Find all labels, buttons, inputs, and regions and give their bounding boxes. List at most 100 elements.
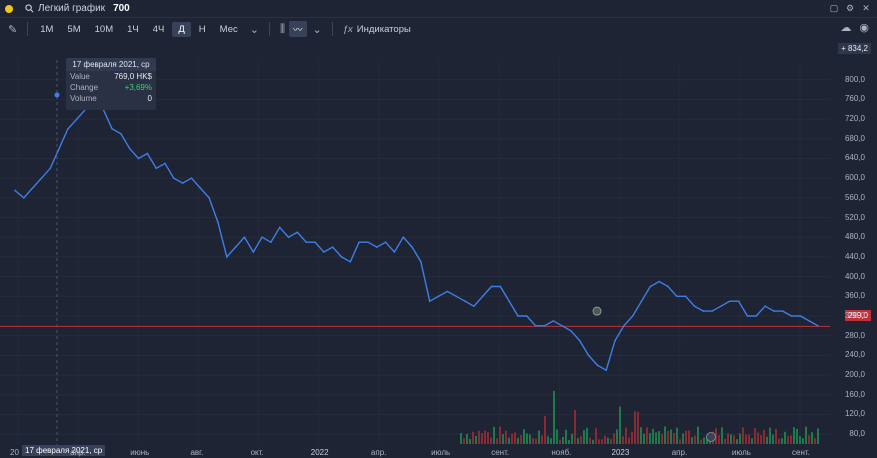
volume-bar (472, 431, 474, 444)
event-marker-icon[interactable] (592, 306, 602, 316)
data-point (817, 325, 819, 327)
volume-bar (721, 427, 723, 444)
volume-bar (643, 433, 645, 444)
data-point (393, 251, 396, 253)
hover-marker (54, 92, 60, 98)
x-tick-label: апр. (671, 448, 688, 457)
draw-pencil-icon[interactable]: ✎ (8, 23, 18, 36)
indicators-button[interactable]: ƒx Индикаторы (343, 24, 411, 35)
data-point (693, 305, 696, 307)
chevron-down-icon[interactable]: ⌄ (249, 23, 259, 36)
line-chart-icon[interactable]: 〰 (289, 21, 307, 37)
data-point (314, 241, 316, 243)
period-4h[interactable]: 4Ч (152, 23, 165, 35)
data-point (728, 300, 731, 303)
tooltip-date: 17 февраля 2021, ср (66, 58, 156, 71)
data-point (561, 325, 563, 327)
chevron-down-icon[interactable]: ⌄ (312, 23, 322, 36)
volume-bar (586, 427, 588, 444)
y-tick-label: 440,0 (844, 251, 865, 261)
volume-bar (556, 429, 558, 444)
max-price-value: 834,2 (847, 44, 868, 53)
data-point (331, 246, 334, 248)
symbol-search[interactable]: Легкий график 700 (25, 3, 130, 14)
data-point (526, 315, 528, 317)
data-point (578, 339, 581, 342)
data-point (111, 128, 113, 130)
top-bar: Легкий график 700 ▢ ⚙ ✕ (0, 0, 877, 18)
volume-bar (676, 427, 678, 444)
period-month[interactable]: Мес (219, 23, 238, 35)
window-icon[interactable]: ▢ (829, 3, 839, 13)
volume-bar (787, 436, 789, 444)
data-point (270, 241, 272, 243)
period-10m[interactable]: 10М (94, 23, 114, 35)
search-icon (25, 4, 34, 13)
y-tick-label: 160,0 (844, 389, 865, 399)
period-5m[interactable]: 5М (67, 23, 81, 35)
data-point (428, 300, 431, 303)
data-point (455, 295, 458, 298)
period-1m[interactable]: 1М (40, 23, 54, 35)
data-point (808, 320, 810, 322)
data-point (490, 285, 493, 288)
data-point (190, 177, 193, 179)
volume-bar (463, 438, 465, 444)
volume-bar (478, 430, 480, 444)
snapshot-icon[interactable]: ◉ (859, 22, 869, 34)
volume-bar (658, 431, 660, 444)
volume-bar (691, 437, 693, 444)
volume-bar (514, 432, 516, 444)
volume-bar (634, 411, 636, 444)
y-tick-label: 360,0 (844, 291, 865, 301)
candlestick-icon[interactable]: ⫼ (279, 22, 286, 35)
data-point (464, 300, 466, 303)
volume-bar (541, 435, 543, 444)
chart-toolbar: ✎ 1М 5М 10М 1Ч 4Ч Д Н Мес ⌄ ⫼ 〰 ⌄ ƒx Инд… (0, 18, 877, 40)
volume-bar (499, 426, 501, 444)
data-point (658, 280, 660, 283)
volume-bar (526, 433, 528, 444)
volume-bar (724, 438, 726, 444)
volume-bar (706, 436, 708, 444)
volume-bar (607, 437, 609, 444)
data-point (720, 305, 722, 307)
volume-bar (736, 439, 738, 444)
max-price-label[interactable]: + 834,2 (838, 43, 871, 54)
data-point (799, 315, 802, 317)
volume-bar (811, 432, 813, 444)
volume-bar (487, 432, 489, 444)
data-point (58, 147, 60, 150)
data-point (146, 152, 149, 155)
volume-bar (790, 435, 792, 444)
y-tick-label: 640,0 (844, 153, 865, 163)
tooltip-change: +3,69% (124, 83, 152, 92)
volume-bar (652, 428, 654, 444)
data-point (667, 285, 669, 288)
data-point (746, 315, 749, 317)
settings-icon[interactable]: ⚙ (845, 3, 855, 13)
volume-bar (538, 430, 540, 444)
tooltip-volume-label: Volume (70, 94, 97, 103)
x-tick-label: авг. (190, 448, 204, 457)
volume-bar (775, 428, 777, 444)
data-point (543, 325, 546, 327)
tooltip-value-label: Value (70, 72, 90, 81)
y-tick-label: 200,0 (844, 370, 865, 380)
period-day[interactable]: Д (172, 21, 191, 37)
period-1h[interactable]: 1Ч (127, 23, 139, 35)
dividend-marker-icon[interactable] (706, 432, 716, 442)
data-point (340, 256, 343, 258)
volume-bar (568, 439, 570, 444)
volume-bar (745, 434, 747, 444)
data-point (702, 310, 705, 312)
volume-bar (817, 428, 819, 444)
volume-bar (682, 433, 684, 444)
period-week[interactable]: Н (198, 23, 206, 35)
volume-bar (805, 426, 807, 444)
cloud-icon[interactable]: ☁ (840, 22, 852, 34)
data-point (173, 177, 175, 179)
price-chart[interactable] (0, 40, 877, 458)
last-price-label: 299,0 (844, 310, 871, 321)
close-icon[interactable]: ✕ (862, 3, 870, 13)
